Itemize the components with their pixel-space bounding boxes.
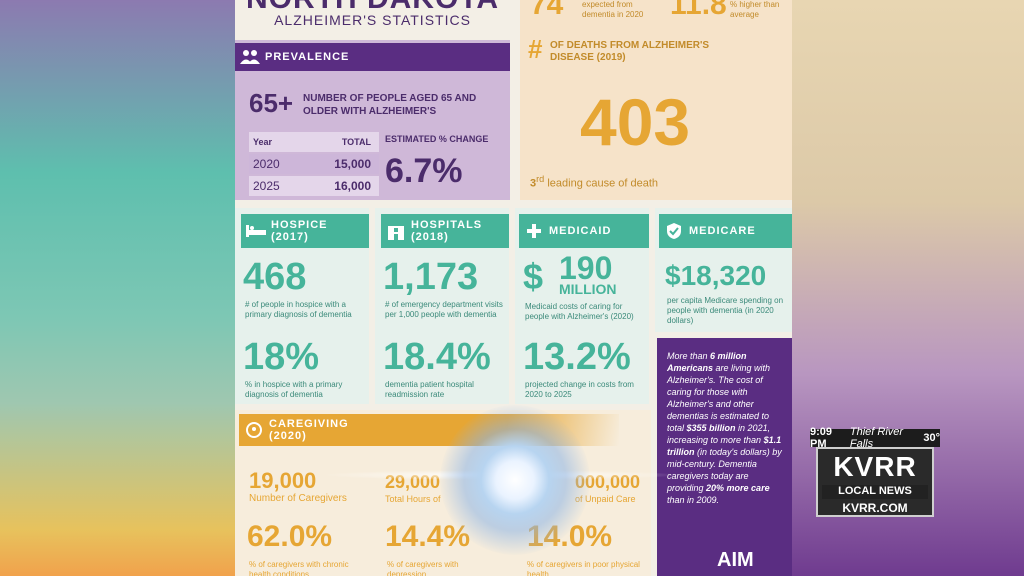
rank-num: 3	[530, 177, 537, 190]
fact-part: are living with Alzheimer's.	[667, 363, 771, 385]
hospice-big: 468	[243, 256, 307, 298]
prevalence-big: 65+	[249, 88, 294, 118]
medicaid-unit: MILLION	[559, 281, 617, 297]
hospitals-desc: # of emergency department visits per 1,0…	[385, 300, 503, 319]
care-stat-1: 19,000	[249, 468, 317, 493]
table-row: 2020 15,000	[249, 154, 379, 174]
rank-desc: leading cause of death	[547, 177, 659, 190]
care-label-2: Total Hours of	[385, 494, 441, 504]
row-total: 16,000	[334, 179, 371, 193]
hospitals-big: 1,173	[383, 256, 479, 298]
medicaid-big: 190	[559, 250, 613, 286]
hospice-desc2: % in hospice with a primary diagnosis of…	[245, 380, 343, 399]
ticker-temp: 30°	[923, 432, 940, 444]
hospice-label: HOSPICE (2017)	[271, 219, 328, 243]
aim-logo: AIM	[717, 549, 754, 571]
top-stat-a: 74	[530, 0, 564, 21]
bed-icon	[241, 219, 271, 243]
deaths-value: 403	[580, 85, 691, 159]
prevalence-desc: NUMBER OF PEOPLE AGED 65 AND OLDER WITH …	[303, 93, 477, 117]
infographic: NORTH DAKOTA ALZHEIMER'S STATISTICS PREV…	[235, 0, 792, 576]
care-pct-label-3: % of caregivers in poor physical health	[527, 560, 640, 576]
table-row: 2025 16,000	[249, 176, 379, 196]
hospitals-banner: HOSPITALS (2018)	[381, 214, 509, 248]
care-pct-label-2: % of caregivers with depression	[387, 560, 459, 576]
top-stat-b-label: % higher than average	[730, 0, 780, 19]
medicare-card: MEDICARE $18,320 per capita Medicare spe…	[655, 208, 792, 332]
medicare-desc: per capita Medicare spending on people w…	[667, 296, 784, 325]
prevalence-label: PREVALENCE	[265, 51, 350, 63]
hospice-desc: # of people in hospice with a primary di…	[245, 300, 352, 319]
hospitals-desc2: dementia patient hospital readmission ra…	[385, 380, 474, 399]
hospitals-card: HOSPITALS (2018) 1,173 # of emergency de…	[375, 208, 509, 404]
fact-bold: $355 billion	[686, 423, 736, 433]
state-title: NORTH DAKOTA	[235, 0, 510, 16]
change-value: 6.7%	[385, 152, 463, 190]
lens-flare	[440, 405, 590, 555]
fact-part: than in 2009.	[667, 495, 720, 505]
col-year: Year	[253, 137, 273, 147]
prevalence-banner: PREVALENCE	[235, 43, 510, 71]
medicare-big: $18,320	[665, 260, 767, 291]
rank-suffix: rd	[536, 174, 545, 184]
prevalence-card: PREVALENCE 65+ NUMBER OF PEOPLE AGED 65 …	[235, 40, 510, 200]
medicaid-dollar: $	[523, 256, 544, 297]
page-subtitle: ALZHEIMER'S STATISTICS	[274, 12, 471, 28]
hospice-banner: HOSPICE (2017)	[241, 214, 369, 248]
shield-check-icon	[659, 219, 689, 243]
people-icon	[235, 45, 265, 69]
fact-bold: $1.1 trillion	[667, 435, 782, 457]
hospitals-label: HOSPITALS (2018)	[411, 219, 483, 243]
medicaid-desc: Medicaid costs of caring for people with…	[525, 302, 634, 321]
medicare-banner: MEDICARE	[659, 214, 792, 248]
fact-bold: 20% more care	[706, 483, 770, 493]
row-year: 2025	[253, 179, 280, 193]
medicaid-banner: MEDICAID	[519, 214, 649, 248]
background-left	[0, 0, 235, 576]
station-tag: LOCAL NEWS	[822, 485, 928, 499]
care-pct-label-1: % of caregivers with chronic health cond…	[249, 560, 349, 576]
caregiving-label: CAREGIVING (2020)	[269, 418, 349, 442]
header: NORTH DAKOTA ALZHEIMER'S STATISTICS	[235, 0, 515, 40]
hospice-card: HOSPICE (2017) 468 # of people in hospic…	[235, 208, 369, 404]
medicaid-card: MEDICAID $ 190 MILLION Medicaid costs of…	[515, 208, 649, 404]
plus-icon	[519, 219, 549, 243]
top-stat-a-label: expected from dementia in 2020	[582, 0, 644, 19]
station-logo: KVRR LOCAL NEWS KVRR.COM	[816, 447, 934, 517]
head-icon	[239, 418, 269, 442]
medicaid-big2: 13.2%	[523, 336, 631, 378]
row-total: 15,000	[334, 157, 371, 171]
hospital-icon	[381, 219, 411, 243]
fact-part: (in today's dollars) by mid-century. Dem…	[667, 447, 782, 493]
row-year: 2020	[253, 157, 280, 171]
fact-part: in 2021, increasing to more than	[667, 423, 771, 445]
purple-fact-panel: More than 6 million Americans are living…	[657, 338, 792, 576]
change-label: ESTIMATED % CHANGE	[385, 134, 489, 144]
care-pct-1: 62.0%	[247, 520, 333, 553]
prevalence-table: Year TOTAL 2020 15,000 2025 16,000	[249, 132, 379, 198]
rank-text: 3rd leading cause of death	[530, 174, 730, 189]
medicaid-label: MEDICAID	[549, 225, 612, 237]
hospice-big2: 18%	[243, 336, 320, 378]
deaths-label: OF DEATHS FROM ALZHEIMER'S DISEASE (2019…	[550, 40, 710, 63]
hash-icon: #	[528, 34, 543, 64]
station-url: KVRR.COM	[842, 501, 908, 515]
station-call: KVRR	[833, 451, 917, 482]
fact-part: The cost of caring for those with Alzhei…	[667, 375, 770, 433]
care-label-3: of Unpaid Care	[575, 494, 636, 504]
deaths-card: 74 expected from dementia in 2020 11.8 %…	[520, 0, 792, 200]
top-stat-b: 11.8	[670, 0, 727, 21]
hospitals-big2: 18.4%	[383, 336, 491, 378]
col-total: TOTAL	[341, 137, 371, 147]
medicare-label: MEDICARE	[689, 225, 756, 237]
care-label-1: Number of Caregivers	[249, 493, 347, 504]
weather-ticker: 9:09 PM Thief River Falls 30°	[810, 426, 940, 450]
fact-text: More than 6 million Americans are living…	[667, 350, 782, 506]
medicaid-desc2: projected change in costs from 2020 to 2…	[525, 380, 634, 399]
fact-part: More than	[667, 351, 711, 361]
fact-bold: 6 million Americans	[667, 351, 747, 373]
